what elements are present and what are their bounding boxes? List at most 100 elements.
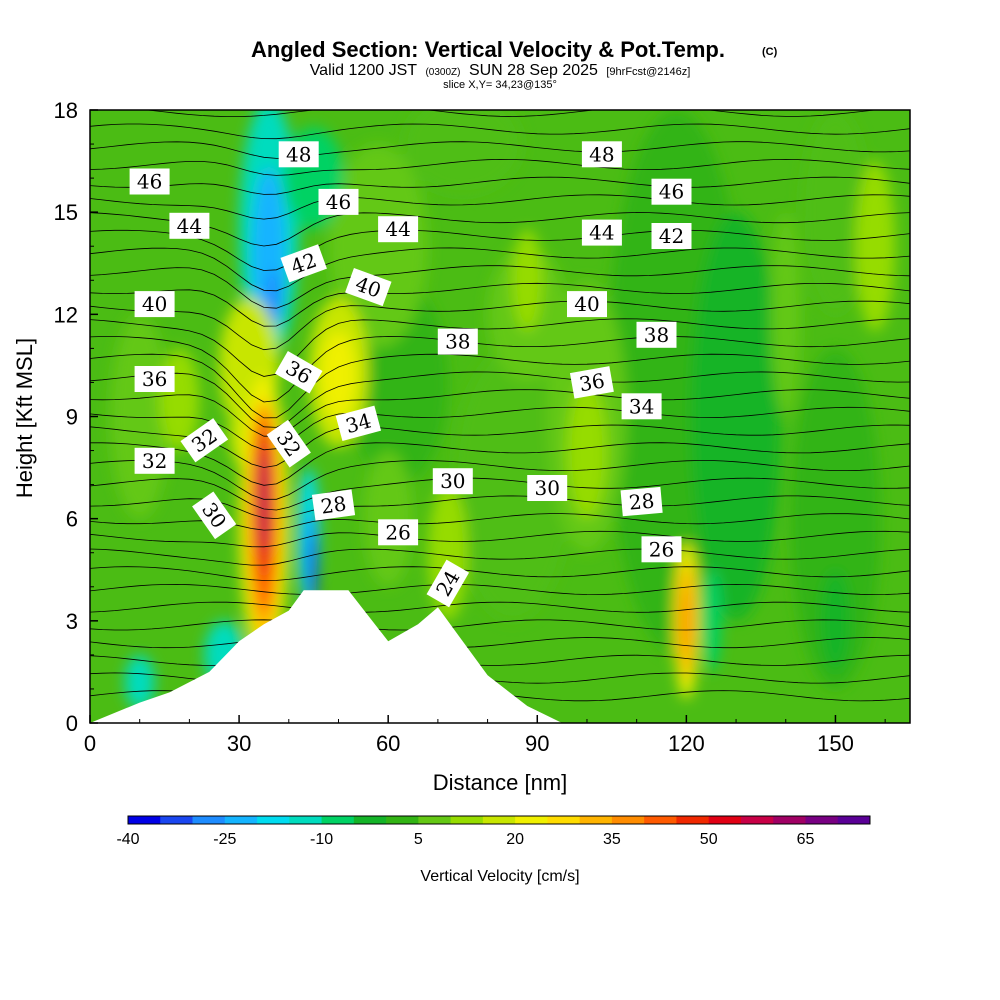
theta-contour-line bbox=[90, 566, 910, 581]
theta-label-text: 32 bbox=[142, 449, 167, 473]
theta-label-box bbox=[169, 212, 210, 239]
colorbar-swatch bbox=[611, 816, 645, 824]
theta-contour-line bbox=[143, 110, 879, 117]
theta-contour-line bbox=[90, 212, 910, 247]
valid-prefix: Valid 1200 JST bbox=[310, 62, 418, 79]
theta-label: 36 bbox=[569, 366, 614, 399]
x-tick-label: 120 bbox=[668, 731, 705, 756]
theta-contour-line bbox=[90, 265, 910, 309]
theta-label-text: 48 bbox=[286, 142, 311, 166]
colorbar-swatch bbox=[676, 816, 710, 824]
velocity-cell bbox=[310, 535, 317, 604]
theta-label-text: 26 bbox=[649, 537, 674, 561]
colorbar-swatch bbox=[418, 816, 452, 824]
colorbar-swatch bbox=[128, 816, 161, 824]
theta-label: 38 bbox=[437, 328, 478, 355]
colorbar-tick-label: 65 bbox=[797, 831, 815, 848]
colorbar-tick-label: 35 bbox=[603, 831, 621, 848]
theta-label-text: 28 bbox=[628, 489, 655, 515]
theta-label-text: 38 bbox=[644, 323, 669, 347]
theta-label-box bbox=[274, 350, 323, 394]
y-tick-label: 6 bbox=[66, 507, 78, 532]
x-axis-label: Distance [nm] bbox=[433, 770, 568, 795]
theta-label-text: 30 bbox=[440, 469, 465, 493]
theta-label: 46 bbox=[651, 178, 692, 205]
colorbar-swatch bbox=[515, 816, 548, 824]
theta-label: 38 bbox=[636, 321, 677, 348]
theta-label-box bbox=[567, 291, 607, 318]
theta-label-box bbox=[378, 216, 419, 243]
velocity-cell bbox=[567, 382, 607, 519]
colorbar-swatch bbox=[192, 816, 226, 824]
theta-contour-line bbox=[90, 176, 910, 195]
colorbar-swatch bbox=[708, 816, 742, 824]
theta-label-box bbox=[266, 419, 311, 468]
theta-contour-line bbox=[90, 637, 910, 649]
theta-label: 48 bbox=[581, 141, 622, 168]
theta-label-text: 48 bbox=[589, 142, 614, 166]
colorbar-swatch bbox=[482, 816, 516, 824]
colorbar-label: Vertical Velocity [cm/s] bbox=[420, 868, 579, 885]
theta-contour-line bbox=[90, 601, 910, 613]
x-axis: 0 30 60 90 120 150 bbox=[84, 715, 886, 756]
forecast-info: [9hrFcst@2146z] bbox=[606, 66, 690, 78]
theta-label-box bbox=[278, 141, 319, 168]
x-tick-label: 150 bbox=[817, 731, 854, 756]
y-tick-label: 3 bbox=[66, 609, 78, 634]
valid-utc: (0300Z) bbox=[425, 67, 460, 78]
theta-label-box bbox=[432, 468, 473, 495]
colorbar-tick-label: 50 bbox=[700, 831, 718, 848]
velocity-cell bbox=[682, 586, 691, 655]
theta-label-text: 46 bbox=[137, 170, 162, 194]
theta-label: 44 bbox=[378, 216, 419, 243]
y-tick-label: 0 bbox=[66, 711, 78, 736]
colorbar-swatch bbox=[289, 816, 323, 824]
colorbar-tick-label: -10 bbox=[310, 831, 333, 848]
theta-label-box bbox=[335, 405, 382, 442]
colorbar-tick-label: 20 bbox=[506, 831, 524, 848]
theta-label-box bbox=[378, 519, 419, 546]
colorbar-swatch bbox=[740, 816, 774, 824]
theta-contour-line bbox=[90, 336, 910, 403]
theta-label-text: 44 bbox=[385, 217, 410, 241]
velocity-cell bbox=[403, 110, 523, 196]
theta-contour-line bbox=[90, 459, 910, 500]
valid-time-line: Valid 1200 JST (0300Z) SUN 28 Sep 2025 [… bbox=[310, 62, 691, 79]
velocity-cell bbox=[701, 569, 722, 672]
theta-label-text: 38 bbox=[445, 330, 470, 354]
theta-contour-line bbox=[90, 318, 910, 377]
colorbar-swatch bbox=[547, 816, 581, 824]
theta-label-box bbox=[437, 328, 478, 355]
x-tick-label: 30 bbox=[227, 731, 251, 756]
colorbar-swatch bbox=[579, 816, 613, 824]
theta-label: 46 bbox=[318, 188, 359, 215]
colorbar-tick-label: -40 bbox=[116, 831, 139, 848]
theta-label: 44 bbox=[581, 219, 622, 246]
theta-contour-line bbox=[90, 477, 910, 511]
theta-label-box bbox=[620, 486, 663, 517]
theta-contour-line bbox=[90, 282, 910, 327]
colorbar-tick-label: 5 bbox=[414, 831, 423, 848]
theta-label-box bbox=[280, 244, 327, 283]
theta-label-text: 36 bbox=[577, 368, 606, 396]
theta-label-box bbox=[318, 188, 359, 215]
velocity-cell bbox=[124, 654, 155, 710]
colorbar-swatch bbox=[644, 816, 677, 824]
y-tick-label: 9 bbox=[66, 405, 78, 430]
theta-contour-line bbox=[90, 123, 910, 140]
theta-contour-line bbox=[90, 424, 910, 468]
theta-label: 36 bbox=[134, 366, 175, 392]
theta-contour-line bbox=[90, 495, 910, 520]
colorbar-swatch bbox=[257, 816, 290, 824]
theta-label-box bbox=[581, 141, 622, 168]
colorbar-swatch bbox=[450, 816, 484, 824]
colorbar-swatch bbox=[805, 816, 839, 824]
theta-label: 48 bbox=[278, 141, 319, 168]
colorbar: -40 -25 -10 5 20 35 50 65 bbox=[116, 815, 871, 848]
theta-label-box bbox=[311, 489, 356, 521]
theta-label-box bbox=[426, 559, 470, 608]
theta-label-box bbox=[581, 219, 622, 246]
theta-label-text: 40 bbox=[574, 292, 599, 316]
